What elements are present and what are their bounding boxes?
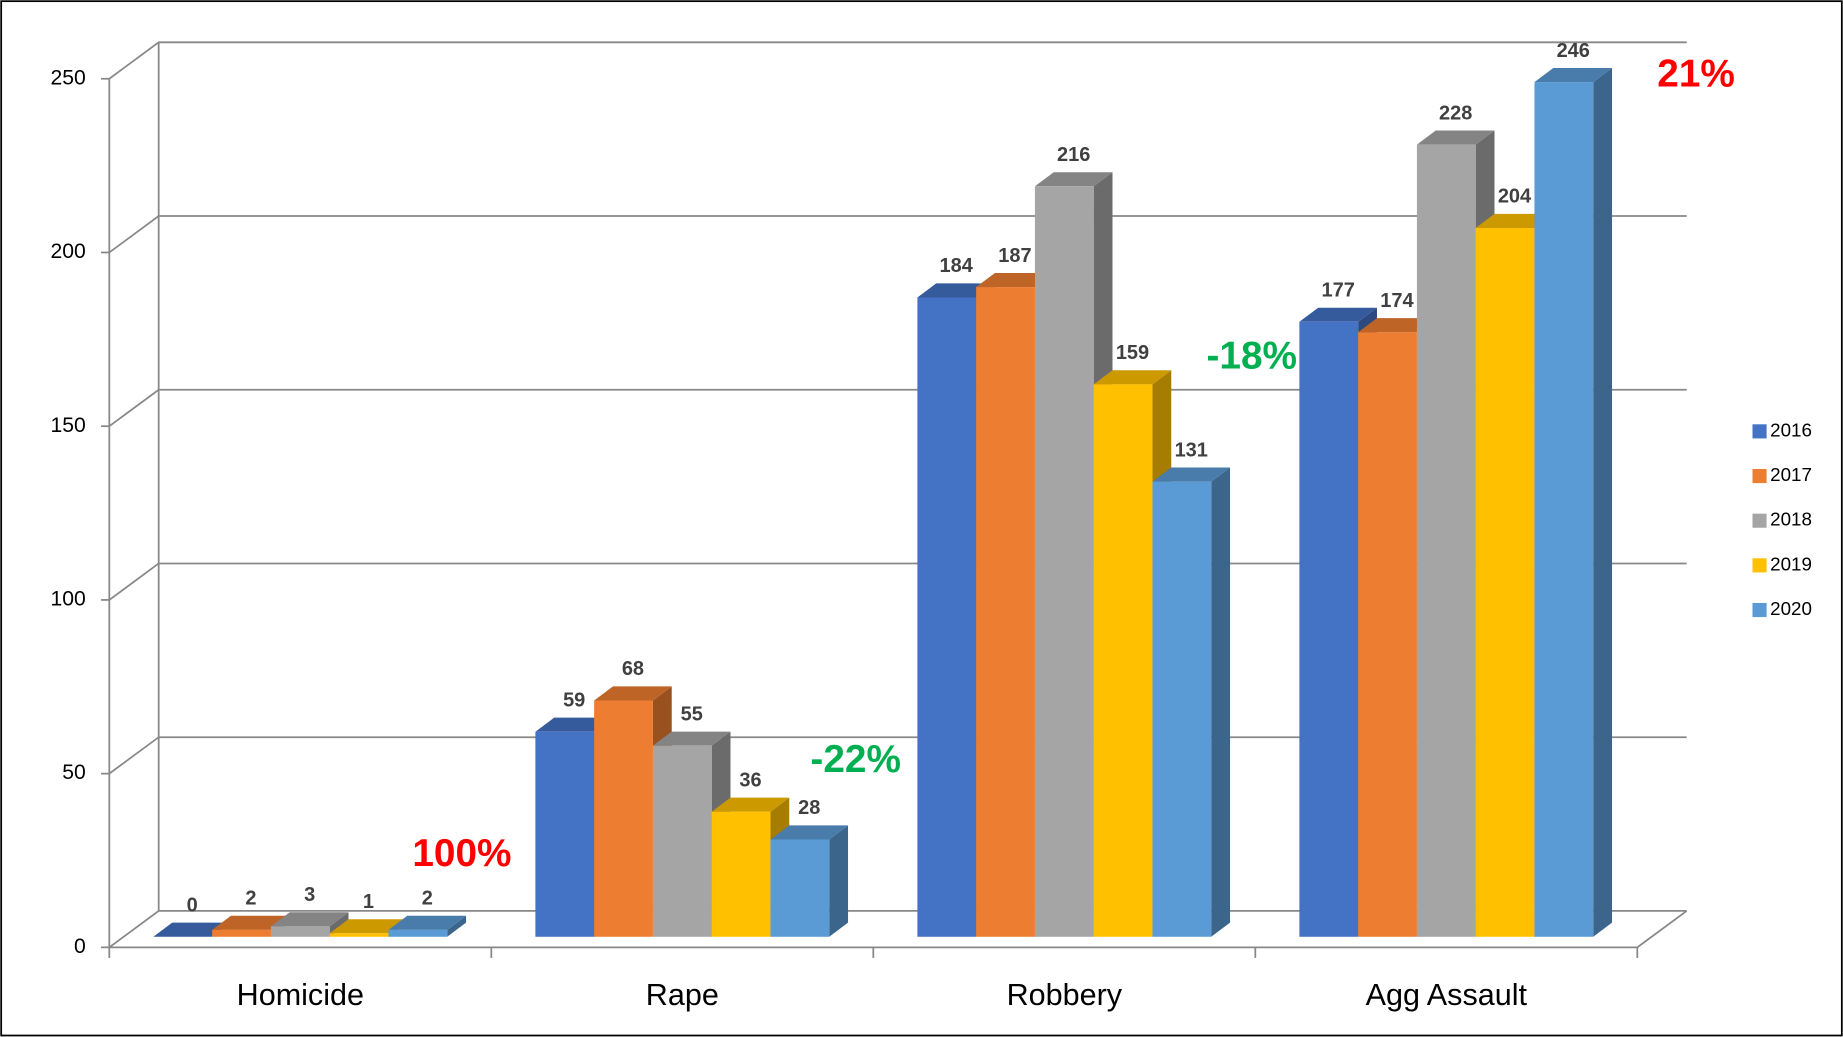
annotation: -22% xyxy=(810,738,901,781)
y-tick-label: 0 xyxy=(74,935,86,958)
y-tick-label: 50 xyxy=(62,761,86,784)
grid-line xyxy=(108,388,1687,427)
annotation: -18% xyxy=(1207,335,1298,378)
value-label: 159 xyxy=(1116,342,1149,364)
y-tick-label: 150 xyxy=(51,414,86,437)
value-label: 187 xyxy=(998,245,1031,267)
y-tick-label: 250 xyxy=(51,66,86,89)
value-label: 2 xyxy=(422,888,433,910)
bar xyxy=(770,825,849,937)
bar xyxy=(1152,467,1231,937)
y-tick-label: 200 xyxy=(51,240,86,263)
legend-label: 2017 xyxy=(1770,464,1812,485)
value-label: 2 xyxy=(245,888,256,910)
value-label: 3 xyxy=(304,884,315,906)
annotation: 100% xyxy=(412,832,511,875)
value-label: 204 xyxy=(1498,186,1531,208)
value-label: 59 xyxy=(563,690,585,712)
legend-swatch xyxy=(1752,468,1767,484)
value-label: 216 xyxy=(1057,144,1090,166)
legend-swatch xyxy=(1752,558,1767,573)
grid-line xyxy=(108,215,1687,254)
value-label: 184 xyxy=(940,255,973,277)
legend-label: 2020 xyxy=(1770,598,1812,619)
y-tick-label: 100 xyxy=(51,588,86,611)
value-label: 0 xyxy=(187,894,198,916)
value-label: 174 xyxy=(1380,290,1413,312)
value-label: 55 xyxy=(681,703,703,725)
value-label: 177 xyxy=(1322,280,1355,302)
x-tick-label: Rape xyxy=(646,978,719,1012)
value-label: 28 xyxy=(798,797,820,819)
bar xyxy=(388,915,467,937)
bar xyxy=(1534,67,1613,937)
annotation: 21% xyxy=(1657,53,1735,96)
value-label: 131 xyxy=(1175,439,1208,461)
legend-swatch xyxy=(1752,424,1767,439)
x-tick-label: Robbery xyxy=(1007,978,1123,1012)
x-tick-label: Agg Assault xyxy=(1366,978,1528,1012)
value-label: 1 xyxy=(363,891,374,913)
value-label: 68 xyxy=(622,658,644,680)
grid-line xyxy=(108,41,1687,80)
bar xyxy=(153,922,231,937)
legend-swatch xyxy=(1752,513,1767,528)
legend-label: 2019 xyxy=(1770,553,1812,574)
x-tick-label: Homicide xyxy=(237,978,364,1012)
legend-swatch xyxy=(1752,602,1767,618)
value-label: 36 xyxy=(739,769,761,791)
legend-label: 2018 xyxy=(1770,509,1812,530)
value-label: 228 xyxy=(1439,102,1472,124)
legend-label: 2016 xyxy=(1770,419,1812,440)
value-label: 246 xyxy=(1557,40,1590,62)
